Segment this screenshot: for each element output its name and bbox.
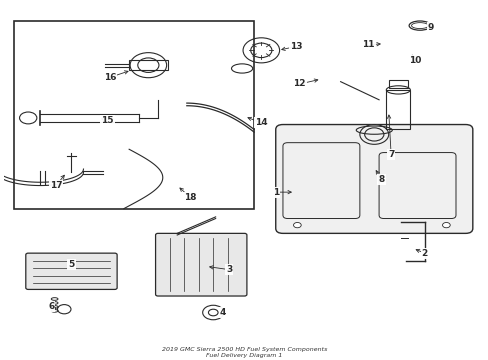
Text: 1: 1 xyxy=(272,188,278,197)
Text: 11: 11 xyxy=(362,40,374,49)
Text: 14: 14 xyxy=(254,118,267,127)
Text: 16: 16 xyxy=(103,73,116,82)
Text: 12: 12 xyxy=(293,80,305,89)
FancyBboxPatch shape xyxy=(26,253,117,289)
Text: 2019 GMC Sierra 2500 HD Fuel System Components
Fuel Delivery Diagram 1: 2019 GMC Sierra 2500 HD Fuel System Comp… xyxy=(162,347,326,358)
Bar xyxy=(388,80,407,88)
FancyBboxPatch shape xyxy=(155,233,246,296)
Bar xyxy=(386,90,409,130)
Text: 18: 18 xyxy=(184,193,197,202)
Text: 7: 7 xyxy=(387,150,393,159)
Text: 4: 4 xyxy=(219,308,225,317)
Circle shape xyxy=(359,125,388,144)
Bar xyxy=(14,21,254,209)
Text: 3: 3 xyxy=(225,265,232,274)
Bar xyxy=(129,60,167,70)
FancyBboxPatch shape xyxy=(275,125,472,233)
Circle shape xyxy=(442,222,449,228)
Text: 9: 9 xyxy=(427,23,433,32)
Text: 10: 10 xyxy=(408,56,421,65)
Text: 8: 8 xyxy=(378,175,384,184)
Circle shape xyxy=(58,305,71,314)
Text: 2: 2 xyxy=(421,249,427,258)
Text: 5: 5 xyxy=(68,260,75,269)
Text: 6: 6 xyxy=(48,302,54,311)
Circle shape xyxy=(293,222,301,228)
Circle shape xyxy=(202,305,224,320)
Text: 15: 15 xyxy=(101,116,114,125)
Text: 17: 17 xyxy=(50,181,62,190)
Text: 13: 13 xyxy=(289,42,302,51)
